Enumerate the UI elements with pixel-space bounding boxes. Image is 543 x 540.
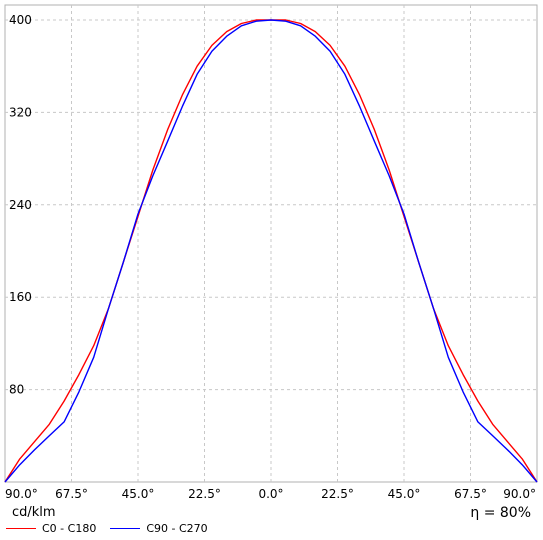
y-tick-label-320: 320 [9, 105, 32, 119]
x-tick-label-0: 90.0° [5, 487, 38, 500]
y-tick-label-400: 400 [9, 13, 32, 27]
x-tick-label-4: 0.0° [258, 487, 283, 500]
plot-frame [4, 4, 538, 483]
legend-swatch-c90-c270 [110, 528, 141, 529]
legend-swatch-c0-c180 [6, 528, 36, 529]
legend-label-c90-c270: C90 - C270 [146, 522, 208, 535]
legend: C0 - C180 C90 - C270 [6, 522, 222, 535]
x-tick-label-1: 67.5° [55, 487, 88, 500]
series-line-c90-c270 [4, 19, 538, 483]
x-tick-label-5: 22.5° [321, 487, 354, 500]
y-tick-label-240: 240 [9, 198, 32, 212]
x-tick-label-2: 45.0° [122, 487, 155, 500]
x-tick-label-7: 67.5° [454, 487, 487, 500]
legend-label-c0-c180: C0 - C180 [42, 522, 97, 535]
x-tick-label-6: 45.0° [388, 487, 421, 500]
unit-label: cd/klm [12, 505, 56, 520]
legend-item-c90-c270: C90 - C270 [110, 522, 208, 535]
x-tick-label-8: 90.0° [503, 487, 536, 500]
efficiency-label: η = 80% [470, 505, 531, 521]
y-tick-label-80: 80 [9, 383, 24, 397]
y-tick-label-160: 160 [9, 290, 32, 304]
intensity-chart: 80 160 240 320 400 90.0° 67.5° 45.0° 22.5° 0.0° 22… [4, 4, 538, 500]
legend-item-c0-c180: C0 - C180 [6, 522, 96, 535]
x-tick-label-3: 22.5° [188, 487, 221, 500]
